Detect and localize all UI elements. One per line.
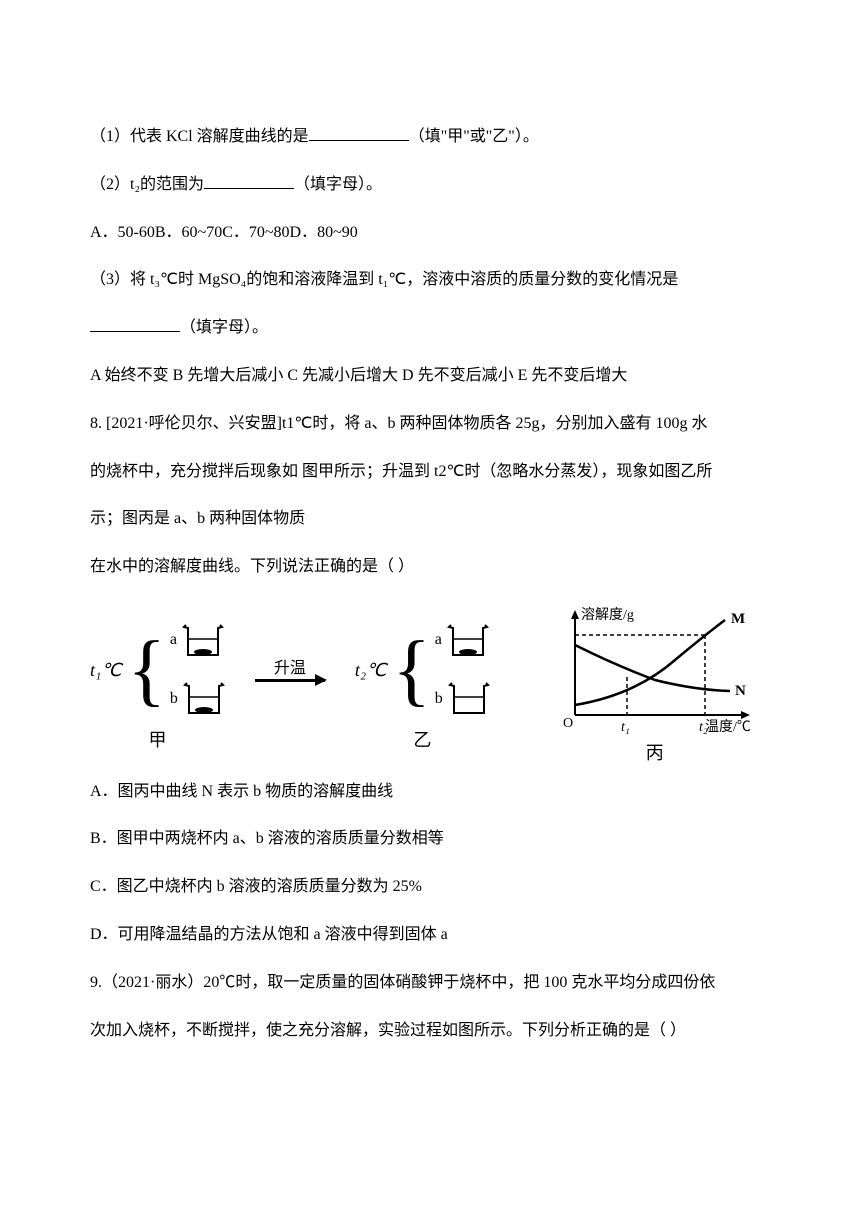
q8-choice-c: C．图乙中烧杯内 b 溶液的溶质质量分数为 25% bbox=[90, 865, 770, 910]
heating-arrow: 升温 bbox=[255, 661, 325, 708]
y-axis-label: 溶解度/g bbox=[581, 607, 634, 623]
q1-2: （2）t₂的范围为 （填字母）。 bbox=[90, 163, 770, 208]
beaker-b2-icon bbox=[448, 681, 490, 717]
label-b2: b bbox=[435, 677, 443, 722]
diagram: t₁℃ { a b bbox=[90, 605, 770, 765]
blank-3[interactable] bbox=[90, 316, 180, 332]
fig-yi-label: 乙 bbox=[413, 730, 431, 752]
label-b: b bbox=[170, 677, 178, 722]
q8-line2: 的烧杯中，充分搅拌后现象如 图甲所示；升温到 t2℃时（忽略水分蒸发），现象如图… bbox=[90, 450, 770, 495]
q1-1-text: （1）代表 KCl 溶解度曲线的是 bbox=[90, 128, 309, 145]
q8-line3: 示；图丙是 a、b 两种固体物质 bbox=[90, 497, 770, 542]
origin-label: O bbox=[563, 716, 573, 731]
blank-1[interactable] bbox=[309, 125, 409, 141]
fig-jia: t₁℃ { a b bbox=[90, 618, 225, 751]
fig-yi: t₂℃ { a b bbox=[355, 618, 490, 751]
fig-bing-label: 丙 bbox=[646, 743, 664, 765]
arrow-icon bbox=[255, 679, 325, 682]
q1-1-suffix: （填"甲"或"乙"）。 bbox=[409, 128, 539, 145]
q1-3-choices: A 始终不变 B 先增大后减小 C 先减小后增大 D 先不变后减小 E 先不变后… bbox=[90, 354, 770, 399]
curve-n-label: N bbox=[735, 683, 746, 699]
q8-choice-a: A．图丙中曲线 N 表示 b 物质的溶解度曲线 bbox=[90, 770, 770, 815]
t1-label: t₁℃ bbox=[90, 645, 121, 695]
q8-line1: 8. [2021·呼伦贝尔、兴安盟]t1℃时，将 a、b 两种固体物质各 25g… bbox=[90, 402, 770, 447]
label-a: a bbox=[170, 618, 177, 663]
q1-choices: A．50-60B．60~70C．70~80D．80~90 bbox=[90, 211, 770, 256]
arrow-label: 升温 bbox=[274, 661, 306, 677]
t1-tick: t₁ bbox=[621, 720, 630, 735]
fig-bing: 溶解度/g 温度/℃ O M N t₁ t₂ 丙 bbox=[545, 605, 765, 765]
q9-line2: 次加入烧杯，不断搅拌，使之充分溶解，实验过程如图所示。下列分析正确的是（ ） bbox=[90, 1009, 770, 1054]
q1-3b-suffix: （填字母）。 bbox=[180, 319, 268, 336]
q1-2-suffix: （填字母）。 bbox=[294, 176, 382, 193]
q1-3a: （3）将 t₃℃时 MgSO₄的饱和溶液降温到 t₁℃，溶液中溶质的质量分数的变… bbox=[90, 258, 770, 303]
beaker-a2-icon bbox=[447, 623, 489, 659]
x-axis-label: 温度/℃ bbox=[705, 719, 751, 735]
blank-2[interactable] bbox=[204, 173, 294, 189]
t2-label: t₂℃ bbox=[355, 645, 386, 695]
brace-icon-2: { bbox=[392, 665, 430, 675]
solubility-chart: 溶解度/g 温度/℃ O M N t₁ t₂ bbox=[545, 605, 765, 735]
beaker-a-icon bbox=[182, 623, 224, 659]
label-a2: a bbox=[435, 618, 442, 663]
t2-tick: t₂ bbox=[699, 720, 708, 735]
brace-icon: { bbox=[127, 665, 165, 675]
curve-m-label: M bbox=[731, 611, 745, 627]
beaker-b-icon bbox=[183, 681, 225, 717]
q1-1: （1）代表 KCl 溶解度曲线的是 （填"甲"或"乙"）。 bbox=[90, 115, 770, 160]
q8-choice-d: D．可用降温结晶的方法从饱和 a 溶液中得到固体 a bbox=[90, 913, 770, 958]
fig-jia-label: 甲 bbox=[148, 730, 166, 752]
q1-2-text: （2）t₂的范围为 bbox=[90, 176, 204, 193]
q9-line1: 9.（2021·丽水）20℃时，取一定质量的固体硝酸钾于烧杯中，把 100 克水… bbox=[90, 961, 770, 1006]
q8-line4: 在水中的溶解度曲线。下列说法正确的是（ ） bbox=[90, 545, 770, 590]
q8-choice-b: B．图甲中两烧杯内 a、b 溶液的溶质质量分数相等 bbox=[90, 817, 770, 862]
q1-3b: （填字母）。 bbox=[90, 306, 770, 351]
